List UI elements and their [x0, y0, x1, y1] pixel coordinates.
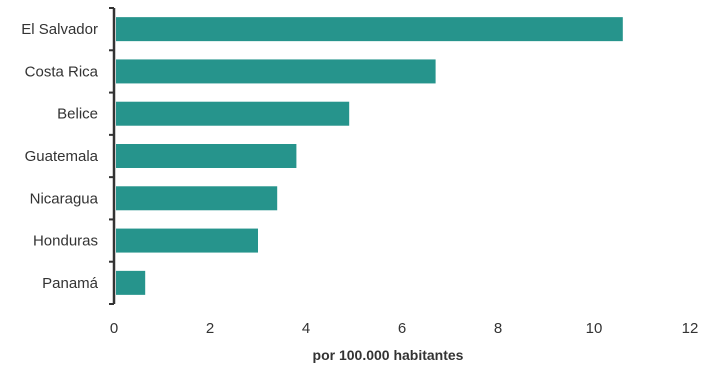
- y-axis: [109, 7, 116, 305]
- bar-panam-: [116, 270, 146, 295]
- x-tick-labels: 0 2 4 6 8 10 12: [110, 320, 699, 337]
- category-label: El Salvador: [21, 21, 98, 38]
- bar-guatemala: [116, 144, 297, 168]
- category-label: Honduras: [33, 233, 98, 250]
- x-tick-label: 8: [494, 320, 502, 337]
- category-label: Belice: [57, 106, 98, 123]
- x-tick-label: 12: [682, 320, 699, 337]
- x-tick-label: 0: [110, 320, 118, 337]
- category-label: Guatemala: [25, 148, 99, 165]
- x-axis-title: por 100.000 habitantes: [313, 347, 464, 363]
- bar-el-salvador: [116, 17, 623, 42]
- bar-honduras: [116, 228, 258, 253]
- category-labels: El Salvador Costa Rica Belice Guatemala Nica…: [21, 21, 98, 292]
- x-tick-label: 2: [206, 320, 214, 337]
- bar-belice: [116, 101, 350, 126]
- category-label: Panamá: [42, 275, 99, 292]
- category-label: Nicaragua: [30, 190, 99, 207]
- x-tick-label: 4: [302, 320, 310, 337]
- x-tick-label: 10: [586, 320, 603, 337]
- bar-costa-rica: [116, 59, 436, 84]
- x-tick-label: 6: [398, 320, 406, 337]
- bars-layer: [116, 17, 623, 295]
- bar-nicaragua: [116, 186, 278, 211]
- category-label: Costa Rica: [25, 63, 99, 80]
